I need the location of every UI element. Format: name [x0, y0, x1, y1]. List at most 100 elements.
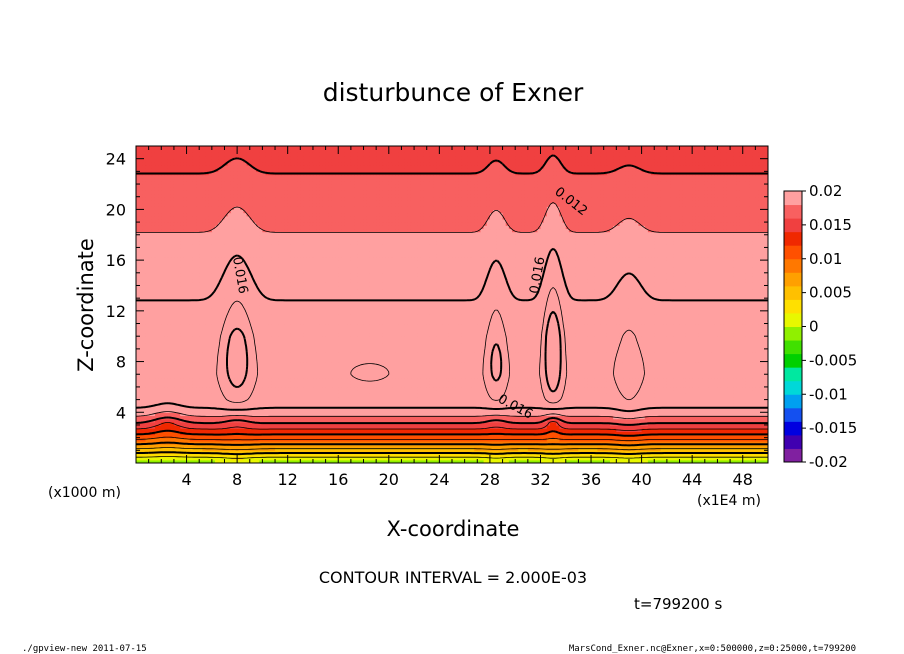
- field-cell: [249, 431, 254, 436]
- field-cell: [167, 434, 172, 439]
- field-cell: [518, 434, 523, 439]
- field-cell: [483, 434, 488, 439]
- field-cell: [312, 453, 317, 458]
- field-cell: [638, 434, 643, 439]
- field-cell: [177, 456, 181, 461]
- field-cell: [401, 443, 406, 448]
- field-cell: [556, 456, 561, 461]
- field-cell: [534, 434, 538, 439]
- field-cell: [256, 431, 260, 436]
- field-cell: [189, 453, 194, 458]
- field-cell: [309, 456, 314, 461]
- field-cell: [739, 459, 744, 463]
- field-cell: [354, 459, 358, 463]
- field-cell: [262, 440, 267, 445]
- field-cell: [429, 440, 434, 445]
- field-cell: [246, 456, 251, 461]
- field-cell: [638, 431, 643, 436]
- field-cell: [240, 453, 245, 458]
- field-cell: [603, 443, 608, 448]
- field-cell: [527, 453, 532, 458]
- field-cell: [603, 440, 608, 445]
- field-cell: [749, 443, 753, 448]
- field-cell: [281, 456, 286, 461]
- field-cell: [764, 459, 768, 463]
- field-cell: [290, 443, 295, 448]
- field-cell: [369, 459, 374, 463]
- field-cell: [271, 456, 276, 461]
- field-cell: [670, 443, 674, 448]
- field-cell: [290, 440, 295, 445]
- field-cell: [707, 440, 712, 445]
- field-cell: [635, 437, 640, 442]
- field-cell: [335, 434, 339, 439]
- field-cell: [701, 443, 706, 448]
- field-cell: [587, 459, 592, 463]
- field-cell: [483, 456, 488, 461]
- field-cell: [704, 440, 709, 445]
- field-cell: [243, 459, 248, 463]
- field-cell: [221, 443, 226, 448]
- field-cell: [366, 434, 371, 439]
- field-cell: [215, 440, 219, 445]
- field-cell: [297, 431, 301, 436]
- field-cell: [625, 456, 630, 461]
- field-cell: [761, 443, 766, 448]
- field-cell: [572, 443, 576, 448]
- field-cell: [208, 456, 213, 461]
- field-cell: [676, 434, 681, 439]
- field-cell: [493, 459, 497, 463]
- field-cell: [676, 431, 681, 436]
- field-cell: [641, 440, 646, 445]
- field-cell: [284, 440, 289, 445]
- field-cell: [638, 459, 643, 463]
- field-cell: [290, 431, 295, 436]
- field-cell: [300, 434, 305, 439]
- field-cell: [524, 440, 529, 445]
- field-cell: [164, 434, 169, 439]
- field-cell: [568, 456, 573, 461]
- field-cell: [480, 440, 485, 445]
- field-cell: [183, 440, 188, 445]
- field-cell: [177, 437, 181, 442]
- field-cell: [565, 440, 570, 445]
- field-cell: [189, 447, 194, 451]
- field-cell: [158, 459, 162, 463]
- field-cell: [502, 459, 507, 463]
- field-cell: [366, 453, 371, 458]
- field-cell: [221, 431, 226, 436]
- field-cell: [455, 456, 459, 461]
- field-cell: [363, 453, 368, 458]
- field-cell: [410, 453, 415, 458]
- field-cell: [309, 453, 314, 458]
- field-cell: [549, 431, 554, 436]
- field-cell: [644, 453, 649, 458]
- field-cell: [350, 459, 355, 463]
- field-cell: [414, 443, 418, 448]
- field-cell: [448, 456, 453, 461]
- field-cell: [224, 443, 229, 448]
- field-cell: [180, 434, 184, 439]
- field-cell: [496, 456, 500, 461]
- field-cell: [647, 456, 652, 461]
- field-cell: [436, 459, 440, 463]
- field-cell: [568, 440, 573, 445]
- field-cell: [613, 456, 617, 461]
- field-cell: [448, 440, 453, 445]
- field-cell: [338, 431, 342, 436]
- field-cell: [644, 450, 649, 455]
- field-cell: [657, 440, 662, 445]
- field-cell: [628, 437, 633, 442]
- field-cell: [309, 440, 314, 445]
- field-cell: [369, 434, 374, 439]
- field-cell: [246, 453, 251, 458]
- field-cell: [651, 443, 655, 448]
- field-cell: [385, 443, 390, 448]
- field-cell: [660, 453, 665, 458]
- field-cell: [445, 459, 450, 463]
- field-cell: [654, 434, 658, 439]
- field-cell: [170, 453, 175, 458]
- field-cell: [628, 453, 633, 458]
- field-cell: [657, 434, 662, 439]
- field-cell: [486, 453, 491, 458]
